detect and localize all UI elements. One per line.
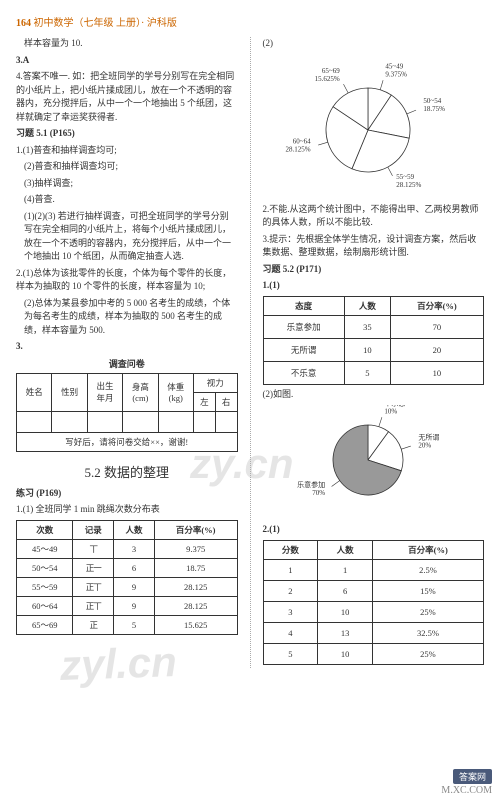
survey-title: 调查问卷 — [16, 357, 238, 370]
item: (2)普查和抽样调查均可; — [16, 160, 238, 174]
left-column: 样本容量为 10. 3.A 4.答案不唯一. 如：把全班同学的学号分别写在完全相… — [16, 37, 238, 668]
item-1-2: (2)如图. — [263, 388, 485, 402]
item-2: 2.(1)总体为该批零件的长度，个体为每个零件的长度，样本为抽取的 10 个零件… — [16, 267, 238, 294]
frequency-table: 次数 记录 人数 百分率(%) 45～49丅39.375 50～54正一618.… — [16, 520, 238, 635]
item: 1.(1)普查和抽样调查均可; — [16, 144, 238, 158]
page-header: 164 初中数学（七年级 上册）· 沪科版 — [16, 14, 484, 29]
answer: 3.A — [16, 54, 238, 68]
svg-text:18.75%: 18.75% — [424, 105, 446, 113]
svg-text:无所谓: 无所谓 — [419, 433, 440, 442]
label-2: (2) — [263, 37, 485, 51]
paragraph: (1)(2)(3) 若进行抽样调查，可把全班同学的学号分别写在完全相同的小纸片上… — [16, 210, 238, 264]
item-2-1: 2.(1) — [263, 523, 485, 537]
pie-chart-2: 不乐意10%无所谓20%乐意参加70% — [263, 405, 485, 515]
table-caption: 1.(1) 全班同学 1 min 跳绳次数分布表 — [16, 503, 238, 517]
answer-4: 4.答案不唯一. 如：把全班同学的学号分别写在完全相同的小纸片上，把小纸片揉成团… — [16, 70, 238, 124]
svg-text:50~54: 50~54 — [424, 97, 442, 105]
svg-text:65~69: 65~69 — [322, 67, 340, 75]
svg-text:9.375%: 9.375% — [386, 70, 408, 78]
item-3: 3. — [16, 340, 238, 354]
practice-title: 练习 (P169) — [16, 487, 238, 501]
svg-text:15.625%: 15.625% — [315, 75, 340, 83]
svg-text:乐意参加: 乐意参加 — [297, 480, 325, 489]
exercise-52-title: 习题 5.2 (P171) — [263, 263, 485, 277]
item-2b: (2)总体为某县参加中考的 5 000 名考生的成绩，个体为每名考生的成绩，样本… — [16, 297, 238, 338]
item-1-1: 1.(1) — [263, 279, 485, 293]
svg-text:70%: 70% — [313, 489, 326, 497]
svg-text:45~49: 45~49 — [386, 62, 404, 70]
section-5-2-title: 5.2 数据的整理 — [16, 462, 238, 481]
svg-text:28.125%: 28.125% — [286, 145, 311, 153]
svg-text:28.125%: 28.125% — [397, 180, 422, 188]
svg-text:10%: 10% — [385, 408, 398, 416]
item: (3)抽样调查; — [16, 177, 238, 191]
exercise-title: 习题 5.1 (P165) — [16, 127, 238, 141]
pie-chart-1: 45~499.375%50~5418.75%55~5928.125%60~642… — [263, 55, 485, 195]
survey-table: 姓名 性别 出生 年月 身高 (cm) 体重 (kg) 视力 左 右 写好后，请… — [16, 373, 238, 452]
attitude-table: 态度 人数 百分率(%) 乐意参加3570 无所谓1020 不乐意510 — [263, 296, 485, 385]
answer-2: 2.不能.从这两个统计图中，不能得出甲、乙两校男教师的具体人数，所以不能比较. — [263, 203, 485, 230]
svg-text:20%: 20% — [419, 442, 432, 450]
score-table: 分数 人数 百分率(%) 112.5% 2615% 31025% 41332.5… — [263, 540, 485, 665]
corner-badge: 答案网 M.XC.COM — [441, 769, 492, 796]
svg-text:60~64: 60~64 — [293, 137, 311, 145]
answer-3: 3.提示：先根据全体学生情况，设计调查方案，然后收集数据、整理数据，绘制扇形统计… — [263, 233, 485, 260]
svg-text:55~59: 55~59 — [397, 172, 415, 180]
text: 样本容量为 10. — [16, 37, 238, 51]
right-column: (2) 45~499.375%50~5418.75%55~5928.125%60… — [263, 37, 485, 668]
item: (4)普查. — [16, 193, 238, 207]
